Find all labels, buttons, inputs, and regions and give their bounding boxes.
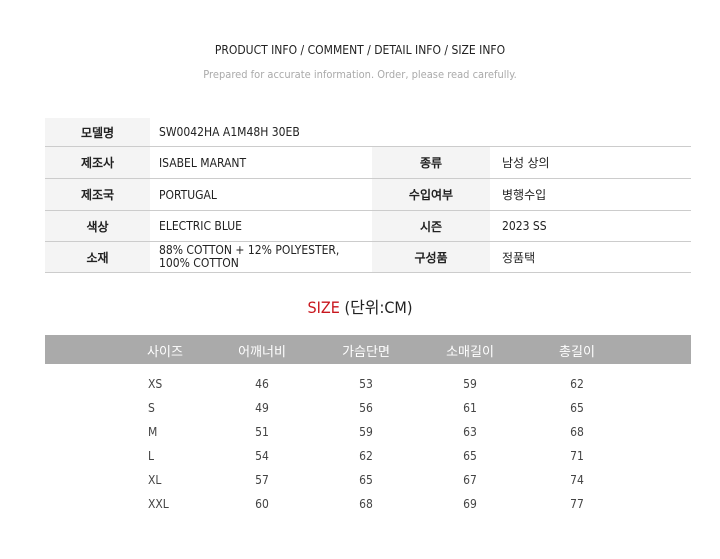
size-label: XL — [148, 473, 162, 487]
size-label: XS — [148, 377, 163, 391]
size-value: 57 — [255, 473, 269, 487]
spec-row: 소재 88% COTTON + 12% POLYESTER, 100% COTT… — [45, 242, 691, 273]
size-table-header: 사이즈 어깨너비 가슴단면 소매길이 총길이 — [45, 335, 691, 364]
spec-row-model: 모델명 SW0042HA A1M48H 30EB — [45, 118, 691, 147]
size-value: 61 — [463, 401, 477, 415]
size-value: 68 — [359, 497, 373, 511]
size-header-cell: 가슴단면 — [342, 345, 390, 360]
size-value: 67 — [463, 473, 477, 487]
spec-label: 수입여부 — [372, 179, 490, 210]
spec-label: 제조국 — [45, 179, 150, 210]
spec-value-line: 88% COTTON + 12% POLYESTER, — [159, 243, 340, 257]
size-label: M — [148, 425, 158, 439]
size-row: M 51 59 63 68 — [0, 425, 720, 445]
spec-label: 종류 — [372, 147, 490, 178]
size-value: 74 — [570, 473, 584, 487]
spec-value: SW0042HA A1M48H 30EB — [159, 125, 300, 139]
spec-value: 정품택 — [502, 250, 536, 265]
size-value: 51 — [255, 425, 269, 439]
spec-label: 구성품 — [372, 242, 490, 272]
size-header-cell: 소매길이 — [446, 345, 494, 360]
size-value: 60 — [255, 497, 269, 511]
size-value: 65 — [570, 401, 584, 415]
size-value: 71 — [570, 449, 584, 463]
spec-label: 색상 — [45, 211, 150, 241]
spec-value: ELECTRIC BLUE — [159, 219, 242, 233]
size-header-cell: 어깨너비 — [238, 345, 286, 360]
spec-table: 모델명 SW0042HA A1M48H 30EB 제조사 ISABEL MARA… — [45, 118, 691, 273]
size-value: 62 — [359, 449, 373, 463]
spec-value: PORTUGAL — [159, 187, 217, 202]
size-value: 77 — [570, 497, 584, 511]
size-row: S 49 56 61 65 — [0, 401, 720, 421]
spec-value-line: 100% COTTON — [159, 256, 239, 270]
spec-value: 병행수입 — [502, 188, 547, 202]
spec-value: 남성 상의 — [502, 156, 550, 170]
size-value: 49 — [255, 401, 269, 415]
size-value: 68 — [570, 425, 584, 439]
size-value: 65 — [359, 473, 373, 487]
size-row: XXL 60 68 69 77 — [0, 497, 720, 517]
spec-row: 제조사 ISABEL MARANT 종류 남성 상의 — [45, 147, 691, 179]
page-subtitle: Prepared for accurate information. Order… — [203, 68, 517, 81]
size-value: 69 — [463, 497, 477, 511]
size-value: 53 — [359, 377, 373, 391]
size-row: XL 57 65 67 74 — [0, 473, 720, 493]
spec-value: 2023 SS — [502, 219, 547, 233]
size-value: 54 — [255, 449, 269, 463]
size-value: 56 — [359, 401, 373, 415]
size-row: XS 46 53 59 62 — [0, 377, 720, 397]
spec-row: 색상 ELECTRIC BLUE 시즌 2023 SS — [45, 211, 691, 242]
page-title: PRODUCT INFO / COMMENT / DETAIL INFO / S… — [214, 43, 506, 57]
size-unit: (단위:CM) — [344, 298, 413, 317]
spec-value: 88% COTTON + 12% POLYESTER, 100% COTTON — [150, 242, 372, 272]
spec-label: 제조사 — [45, 147, 150, 178]
spec-label: 소재 — [45, 242, 150, 272]
size-label: S — [148, 401, 155, 415]
size-value: 46 — [255, 377, 269, 391]
size-row: L 54 62 65 71 — [0, 449, 720, 469]
spec-label: 모델명 — [45, 118, 150, 146]
size-title: SIZE (단위:CM) — [0, 294, 720, 318]
size-value: 62 — [570, 377, 584, 391]
size-header-cell: 총길이 — [559, 345, 595, 360]
size-label: L — [148, 449, 155, 463]
size-header-cell: 사이즈 — [147, 345, 183, 360]
size-value: 59 — [463, 377, 477, 391]
size-value: 59 — [359, 425, 373, 439]
spec-row: 제조국 PORTUGAL 수입여부 병행수입 — [45, 179, 691, 211]
size-title-label: SIZE — [307, 298, 340, 317]
size-label: XXL — [148, 497, 169, 511]
spec-value: ISABEL MARANT — [159, 155, 247, 170]
size-value: 65 — [463, 449, 477, 463]
spec-label: 시즌 — [372, 211, 490, 241]
size-value: 63 — [463, 425, 477, 439]
